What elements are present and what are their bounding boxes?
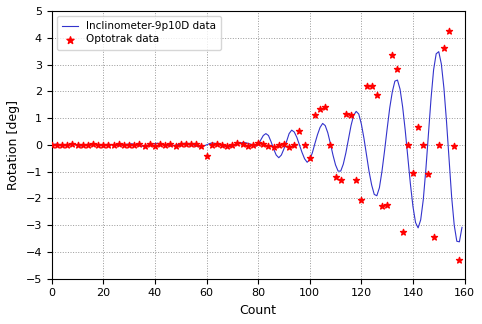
- Optotrak data: [368, 83, 375, 88]
- Optotrak data: [74, 143, 81, 148]
- Optotrak data: [450, 144, 458, 149]
- Optotrak data: [399, 229, 406, 235]
- Optotrak data: [94, 143, 102, 148]
- Optotrak data: [151, 143, 159, 148]
- Legend: Inclinometer-9p10D data, Optotrak data: Inclinometer-9p10D data, Optotrak data: [57, 16, 221, 50]
- Optotrak data: [373, 93, 381, 98]
- Optotrak data: [187, 141, 195, 146]
- Optotrak data: [435, 142, 442, 147]
- Optotrak data: [419, 142, 427, 147]
- Optotrak data: [79, 142, 87, 147]
- Optotrak data: [115, 142, 122, 147]
- Optotrak data: [430, 235, 438, 240]
- Optotrak data: [378, 204, 386, 209]
- Optotrak data: [337, 177, 345, 182]
- Optotrak data: [404, 142, 412, 147]
- Optotrak data: [414, 125, 422, 130]
- Optotrak data: [301, 142, 308, 147]
- Optotrak data: [394, 66, 402, 71]
- Inclinometer-9p10D data: [132, 142, 137, 146]
- Optotrak data: [234, 141, 241, 146]
- Optotrak data: [182, 141, 190, 146]
- Optotrak data: [141, 143, 148, 148]
- X-axis label: Count: Count: [240, 304, 277, 317]
- Optotrak data: [326, 142, 334, 147]
- Optotrak data: [135, 142, 143, 147]
- Optotrak data: [68, 142, 76, 147]
- Inclinometer-9p10D data: [276, 156, 281, 160]
- Optotrak data: [285, 144, 293, 149]
- Optotrak data: [445, 29, 453, 34]
- Optotrak data: [259, 141, 267, 146]
- Optotrak data: [146, 142, 154, 147]
- Optotrak data: [156, 142, 164, 147]
- Optotrak data: [192, 141, 200, 146]
- Optotrak data: [342, 111, 350, 117]
- Optotrak data: [332, 174, 339, 179]
- Optotrak data: [409, 170, 417, 176]
- Optotrak data: [265, 144, 272, 149]
- Optotrak data: [172, 143, 179, 148]
- Optotrak data: [270, 144, 278, 149]
- Inclinometer-9p10D data: [49, 143, 54, 147]
- Optotrak data: [89, 142, 97, 147]
- Inclinometer-9p10D data: [456, 240, 462, 244]
- Optotrak data: [110, 143, 118, 148]
- Optotrak data: [48, 142, 55, 147]
- Optotrak data: [198, 143, 205, 148]
- Optotrak data: [167, 142, 174, 147]
- Optotrak data: [244, 144, 252, 149]
- Inclinometer-9p10D data: [459, 226, 465, 229]
- Inclinometer-9p10D data: [436, 50, 442, 53]
- Line: Inclinometer-9p10D data: Inclinometer-9p10D data: [52, 52, 462, 242]
- Optotrak data: [383, 202, 391, 208]
- Optotrak data: [321, 105, 329, 110]
- Optotrak data: [388, 52, 396, 58]
- Optotrak data: [213, 141, 221, 146]
- Optotrak data: [362, 83, 370, 88]
- Optotrak data: [425, 172, 432, 177]
- Optotrak data: [63, 143, 71, 148]
- Optotrak data: [131, 143, 138, 148]
- Optotrak data: [223, 143, 231, 148]
- Optotrak data: [105, 142, 112, 147]
- Optotrak data: [99, 142, 107, 147]
- Optotrak data: [208, 143, 215, 148]
- Inclinometer-9p10D data: [384, 127, 390, 131]
- Optotrak data: [239, 142, 246, 147]
- Optotrak data: [161, 143, 169, 148]
- Y-axis label: Rotation [deg]: Rotation [deg]: [7, 100, 20, 190]
- Optotrak data: [58, 142, 66, 147]
- Optotrak data: [295, 129, 303, 134]
- Optotrak data: [291, 142, 298, 147]
- Optotrak data: [306, 156, 314, 161]
- Inclinometer-9p10D data: [441, 86, 447, 90]
- Optotrak data: [84, 143, 92, 148]
- Optotrak data: [352, 177, 360, 182]
- Optotrak data: [280, 141, 288, 146]
- Optotrak data: [254, 140, 262, 145]
- Inclinometer-9p10D data: [315, 133, 321, 137]
- Optotrak data: [125, 142, 133, 147]
- Optotrak data: [316, 106, 324, 111]
- Optotrak data: [177, 142, 185, 147]
- Optotrak data: [311, 113, 319, 118]
- Optotrak data: [455, 258, 463, 263]
- Inclinometer-9p10D data: [165, 144, 171, 148]
- Optotrak data: [228, 142, 236, 147]
- Optotrak data: [218, 142, 226, 147]
- Optotrak data: [275, 142, 282, 147]
- Optotrak data: [249, 142, 257, 147]
- Optotrak data: [202, 153, 210, 158]
- Optotrak data: [440, 46, 448, 51]
- Optotrak data: [120, 143, 128, 148]
- Optotrak data: [53, 143, 61, 148]
- Optotrak data: [347, 113, 355, 118]
- Optotrak data: [358, 197, 365, 202]
